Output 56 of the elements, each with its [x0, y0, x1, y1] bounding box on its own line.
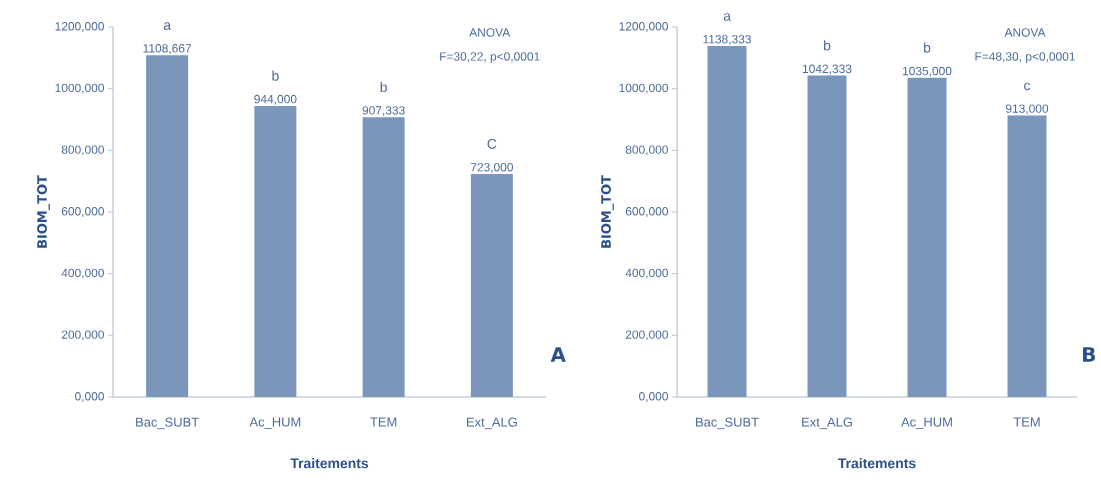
- y-tick-label: 800,000: [625, 145, 669, 156]
- y-tick-label: 600,000: [61, 207, 105, 217]
- x-tick-label: Ext_ALG: [467, 417, 517, 430]
- text: A: [550, 347, 566, 362]
- x-tick-label: Bac_SUBT: [136, 417, 199, 430]
- x-tick-label: TEM: [1013, 417, 1040, 427]
- bar: [362, 117, 405, 397]
- bar: [707, 46, 747, 397]
- y-tick-label: 200,000: [625, 330, 669, 341]
- y-axis-title: BIOM_TOT: [37, 175, 50, 248]
- data-label: 1042,333: [802, 64, 852, 75]
- data-label: 723,000: [470, 163, 514, 173]
- bar: [254, 105, 297, 397]
- y-tick-label: 1200,000: [55, 22, 105, 32]
- annotation: b: [924, 42, 931, 53]
- annotation: ANOVA: [1004, 28, 1046, 37]
- text: B: [1083, 347, 1095, 362]
- bar: [470, 174, 513, 397]
- data-label: 907,333: [362, 106, 405, 117]
- annotation: c: [1024, 82, 1031, 91]
- y-tick-label: 400,000: [61, 268, 105, 279]
- y-tick-label: 600,000: [625, 207, 669, 217]
- y-axis-title: BIOM_TOT: [601, 175, 614, 248]
- bar: [1007, 115, 1047, 397]
- x-axis-title: Traitements: [838, 457, 916, 469]
- data-label: 1108,667: [143, 44, 192, 54]
- x-tick-label: Ext_ALG: [802, 417, 852, 430]
- x-axis-title: Traitements: [290, 457, 369, 469]
- annotation: ANOVA: [469, 28, 511, 37]
- y-tick-label: 400,000: [625, 268, 669, 279]
- bar: [146, 55, 189, 397]
- annotation: C: [487, 138, 497, 149]
- data-label: 1138,333: [703, 34, 751, 45]
- x-tick-label: Ac_HUM: [901, 417, 952, 430]
- annotation: b: [824, 40, 831, 51]
- annotation: b: [272, 70, 279, 81]
- x-tick-label: Ac_HUM: [249, 417, 301, 430]
- bar: [907, 77, 947, 397]
- annotation: F=48,30, p<0,0001: [975, 52, 1075, 64]
- y-tick-label: 1000,000: [55, 83, 105, 94]
- annotation: b: [380, 81, 387, 93]
- x-tick-label: Bac_SUBT: [696, 417, 759, 430]
- x-tick-label: TEM: [370, 417, 397, 427]
- y-tick-label: 0,000: [639, 392, 669, 402]
- y-tick-label: 800,000: [61, 145, 105, 156]
- y-tick-label: 200,000: [61, 330, 105, 341]
- data-label: 1035,000: [902, 66, 952, 77]
- y-tick-label: 0,000: [75, 392, 105, 402]
- bar: [807, 75, 847, 397]
- annotation: F=30,22, p<0,0001: [440, 52, 540, 64]
- annotation: a: [163, 22, 172, 30]
- text: a: [723, 13, 731, 21]
- y-tick-label: 1200,000: [619, 22, 669, 32]
- data-label: 913,000: [1005, 104, 1049, 115]
- y-tick-label: 1000,000: [619, 83, 669, 94]
- data-label: 944,000: [254, 94, 297, 105]
